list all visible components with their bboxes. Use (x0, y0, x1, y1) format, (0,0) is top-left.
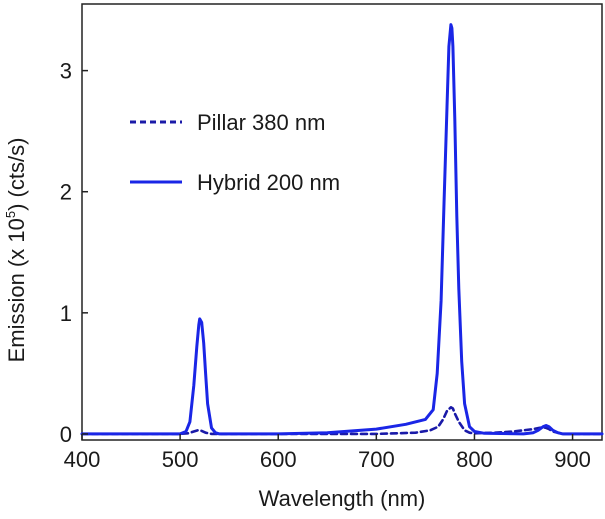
y-axis-title-superscript: 5 (3, 211, 18, 218)
y-tick-label: 3 (60, 59, 72, 84)
x-tick-label: 400 (64, 447, 101, 472)
plot-frame (81, 3, 603, 441)
plot-area (80, 3, 604, 441)
x-tick-label: 600 (260, 447, 297, 472)
y-tick-label: 1 (60, 301, 72, 326)
x-tick-label: 800 (456, 447, 493, 472)
x-tick-label: 700 (358, 447, 395, 472)
x-tick-label: 900 (554, 447, 591, 472)
series-line-hybrid-200-nm (80, 23, 604, 436)
legend-label-hybrid-200nm: Hybrid 200 nm (197, 170, 340, 195)
x-axis-ticks: 400 500 600 700 800 900 (64, 434, 591, 472)
y-axis-title-prefix: Emission (x 10 (4, 218, 29, 362)
y-axis-title: Emission (x 105) (cts/s) (3, 138, 29, 363)
x-axis-title: Wavelength (nm) (259, 486, 426, 511)
x-tick-label: 500 (162, 447, 199, 472)
y-axis-ticks: 0 1 2 3 (60, 59, 88, 447)
y-axis-title-suffix: ) (cts/s) (4, 138, 29, 211)
y-tick-label: 0 (60, 422, 72, 447)
legend-label-pillar-380nm: Pillar 380 nm (197, 110, 325, 135)
series-line-pillar-380-nm (80, 406, 604, 436)
legend: Pillar 380 nm Hybrid 200 nm (130, 110, 340, 195)
y-tick-label: 2 (60, 180, 72, 205)
